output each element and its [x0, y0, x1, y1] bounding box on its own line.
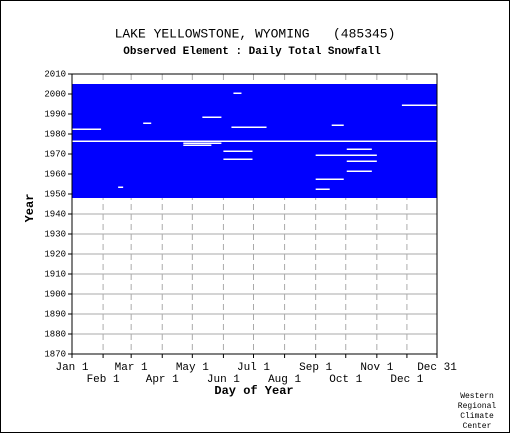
y-tick-label: 1870: [44, 349, 66, 359]
x-tick-label: Nov 1: [360, 362, 393, 374]
missing-gap: [231, 126, 267, 128]
x-tick-label: Apr 1: [146, 374, 179, 386]
y-tick-label: 1950: [44, 189, 66, 199]
missing-gap: [401, 104, 437, 106]
y-tick-label: 1910: [44, 269, 66, 279]
y-tick-label: 1920: [44, 249, 66, 259]
y-tick-label: 1900: [44, 289, 66, 299]
x-tick-label: Jun 1: [207, 374, 240, 386]
missing-gap: [118, 186, 124, 188]
x-tick-label: Aug 1: [268, 374, 301, 386]
missing-gap: [233, 92, 242, 94]
chart-title: LAKE YELLOWSTONE, WYOMING (485345): [115, 26, 396, 41]
y-tick-label: 1970: [44, 149, 66, 159]
missing-gap: [331, 124, 344, 126]
y-tick-label: 2010: [44, 69, 66, 79]
missing-gap: [315, 154, 377, 156]
x-tick-label: Dec 31: [417, 362, 457, 374]
x-tick-label: May 1: [176, 362, 209, 374]
missing-gap: [143, 122, 152, 124]
missing-gap: [183, 144, 212, 146]
missing-gap: [346, 160, 377, 162]
missing-gap: [223, 150, 253, 152]
y-tick-label: 1960: [44, 169, 66, 179]
x-tick-label: Sep 1: [299, 362, 332, 374]
missing-gap: [346, 148, 372, 150]
missing-gap: [315, 188, 330, 190]
y-tick-label: 1930: [44, 229, 66, 239]
x-tick-label: Mar 1: [115, 362, 148, 374]
credit: Regional: [458, 402, 497, 411]
missing-gap: [183, 142, 222, 144]
x-tick-label: Oct 1: [329, 374, 362, 386]
y-axis-label: Year: [23, 194, 37, 223]
credit: Climate: [460, 412, 494, 421]
credit: Center: [463, 422, 492, 431]
x-tick-label: Feb 1: [87, 374, 120, 386]
y-tick-label: 1990: [44, 109, 66, 119]
x-tick-label: Jul 1: [237, 362, 270, 374]
missing-gap: [223, 158, 253, 160]
x-axis-label: Day of Year: [214, 384, 293, 398]
y-tick-label: 1940: [44, 209, 66, 219]
missing-gap: [315, 178, 344, 180]
y-tick-label: 1890: [44, 309, 66, 319]
missing-gap: [72, 140, 437, 142]
x-tick-label: Dec 1: [390, 374, 423, 386]
plot-border: [71, 73, 438, 355]
credit: Western: [460, 392, 494, 401]
chart-subtitle: Observed Element : Daily Total Snowfall: [123, 46, 381, 58]
y-tick-label: 1980: [44, 129, 66, 139]
y-tick-label: 1880: [44, 329, 66, 339]
x-tick-label: Jan 1: [55, 362, 88, 374]
missing-gap: [72, 128, 102, 130]
missing-gap: [202, 116, 222, 118]
missing-gap: [346, 170, 372, 172]
y-tick-label: 2000: [44, 89, 66, 99]
